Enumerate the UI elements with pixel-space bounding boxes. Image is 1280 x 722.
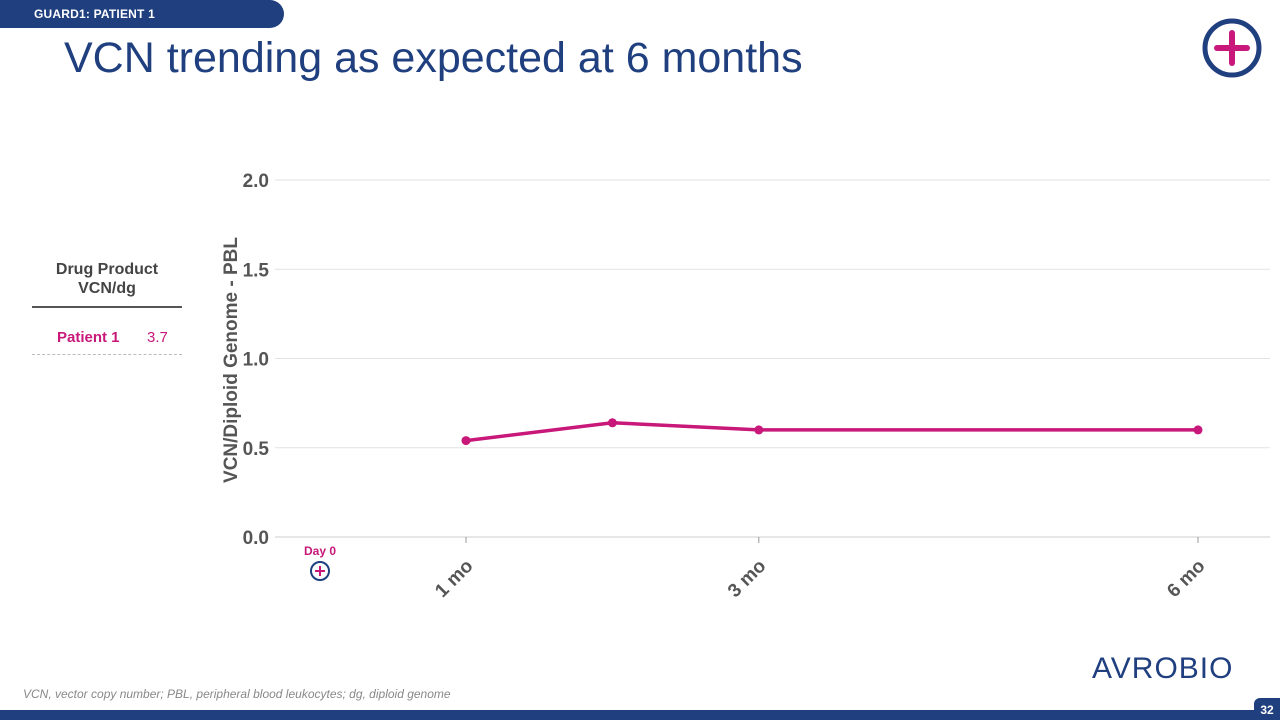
plus-icon	[310, 561, 330, 581]
x-tick-label: 6 mo	[1163, 556, 1209, 602]
series-line	[465, 421, 1198, 443]
y-axis-ticks: 0.0 0.5 1.0 1.5 2.0	[243, 171, 270, 549]
section-tag-label: GUARD1: PATIENT 1	[34, 7, 155, 21]
day-0-label: Day 0	[304, 544, 336, 558]
x-tick-label: 3 mo	[724, 556, 770, 602]
x-axis-ticks: 1 mo 3 mo 6 mo	[431, 537, 1210, 602]
bottom-bar	[0, 710, 1280, 720]
page-number: 32	[1254, 698, 1280, 720]
y-tick-label: 0.0	[243, 528, 269, 549]
y-tick-label: 2.0	[243, 171, 269, 192]
y-tick-label: 0.5	[243, 439, 270, 460]
logo-wordmark: AVROBIO	[1092, 652, 1233, 685]
data-point	[754, 425, 764, 435]
patient-label: Patient 1	[57, 329, 120, 346]
plus-logo-icon	[1202, 18, 1262, 78]
day-0-marker: Day 0	[304, 544, 336, 581]
chart-grid	[275, 179, 1270, 538]
y-axis-label: VCN/Diploid Genome - PBL	[221, 237, 242, 483]
drug-product-table: Drug Product VCN/dg Patient 1 3.7	[32, 260, 182, 355]
data-point	[607, 418, 617, 428]
data-point	[461, 436, 471, 446]
data-point	[1193, 425, 1203, 435]
footnote: VCN, vector copy number; PBL, peripheral…	[23, 687, 451, 701]
drug-product-table-header: Drug Product VCN/dg	[32, 260, 182, 308]
table-row: Patient 1 3.7	[32, 308, 182, 355]
section-tag: GUARD1: PATIENT 1	[0, 0, 284, 28]
y-tick-label: 1.5	[243, 260, 270, 281]
avrobio-logo: AVROBIO	[1092, 652, 1233, 685]
page-title: VCN trending as expected at 6 months	[64, 34, 803, 82]
x-tick-label: 1 mo	[431, 556, 477, 602]
series-layer	[461, 418, 1203, 446]
patient-vcn-value: 3.7	[147, 329, 168, 346]
y-tick-label: 1.0	[243, 350, 269, 371]
